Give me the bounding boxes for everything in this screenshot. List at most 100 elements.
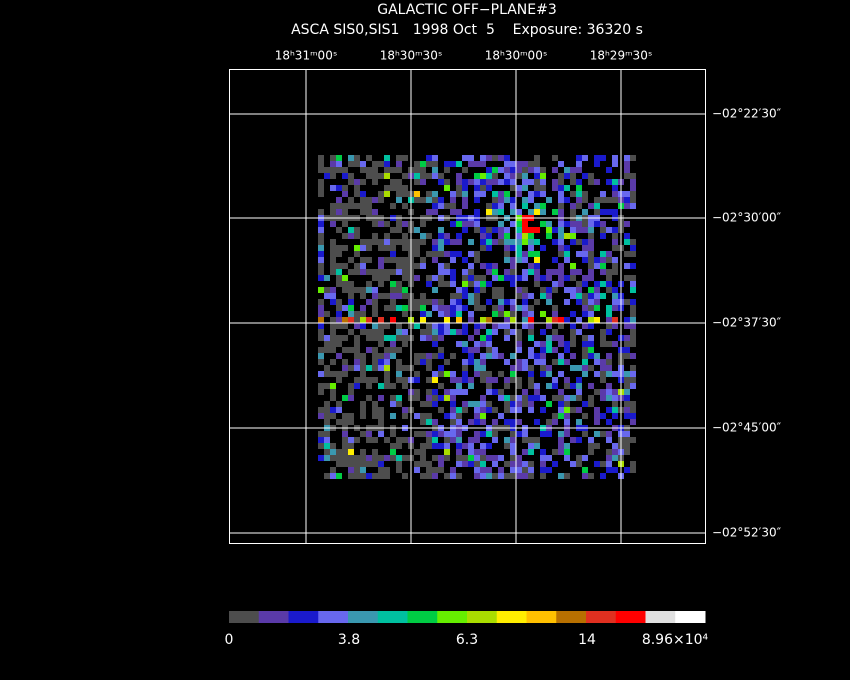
image-pixel bbox=[588, 401, 594, 407]
image-pixel bbox=[468, 359, 474, 365]
image-pixel bbox=[588, 221, 594, 227]
image-pixel bbox=[534, 191, 540, 197]
image-pixel bbox=[432, 335, 438, 341]
image-pixel bbox=[444, 473, 450, 479]
image-pixel bbox=[492, 431, 498, 437]
image-pixel bbox=[420, 257, 426, 263]
image-pixel bbox=[480, 233, 486, 239]
image-pixel bbox=[624, 221, 630, 227]
image-pixel bbox=[384, 353, 390, 359]
image-pixel bbox=[606, 353, 612, 359]
image-pixel bbox=[432, 467, 438, 473]
image-pixel bbox=[504, 269, 510, 275]
image-pixel bbox=[600, 293, 606, 299]
image-pixel bbox=[510, 419, 516, 425]
image-pixel bbox=[510, 473, 516, 479]
image-pixel bbox=[480, 323, 486, 329]
image-pixel bbox=[456, 239, 462, 245]
image-pixel bbox=[540, 365, 546, 371]
image-pixel bbox=[552, 209, 558, 215]
image-pixel bbox=[522, 359, 528, 365]
image-pixel bbox=[432, 371, 438, 377]
image-pixel bbox=[330, 251, 336, 257]
image-pixel bbox=[540, 203, 546, 209]
image-pixel bbox=[348, 467, 354, 473]
image-pixel bbox=[372, 347, 378, 353]
image-pixel bbox=[498, 233, 504, 239]
image-pixel bbox=[492, 203, 498, 209]
image-pixel bbox=[564, 377, 570, 383]
image-pixel bbox=[438, 311, 444, 317]
image-pixel bbox=[402, 335, 408, 341]
image-pixel bbox=[342, 203, 348, 209]
image-pixel bbox=[630, 407, 636, 413]
image-pixel bbox=[606, 311, 612, 317]
image-pixel bbox=[444, 269, 450, 275]
image-pixel bbox=[528, 233, 534, 239]
image-pixel bbox=[348, 413, 354, 419]
image-pixel bbox=[504, 407, 510, 413]
image-pixel bbox=[450, 299, 456, 305]
image-pixel bbox=[354, 287, 360, 293]
image-pixel bbox=[522, 167, 528, 173]
image-pixel bbox=[318, 443, 324, 449]
image-pixel bbox=[522, 233, 528, 239]
image-pixel bbox=[594, 281, 600, 287]
image-pixel bbox=[630, 419, 636, 425]
image-pixel bbox=[378, 473, 384, 479]
image-pixel bbox=[528, 311, 534, 317]
image-pixel bbox=[432, 443, 438, 449]
image-pixel bbox=[360, 455, 366, 461]
image-pixel bbox=[432, 389, 438, 395]
image-pixel bbox=[372, 269, 378, 275]
image-pixel bbox=[576, 407, 582, 413]
image-pixel bbox=[582, 209, 588, 215]
image-pixel bbox=[414, 245, 420, 251]
image-pixel bbox=[414, 299, 420, 305]
image-pixel bbox=[414, 305, 420, 311]
image-pixel bbox=[540, 467, 546, 473]
image-pixel bbox=[426, 401, 432, 407]
image-pixel bbox=[552, 269, 558, 275]
image-pixel bbox=[486, 467, 492, 473]
image-pixel bbox=[606, 383, 612, 389]
image-pixel bbox=[456, 287, 462, 293]
image-pixel bbox=[378, 413, 384, 419]
image-pixel bbox=[594, 221, 600, 227]
image-pixel bbox=[378, 419, 384, 425]
image-pixel bbox=[588, 269, 594, 275]
image-pixel bbox=[330, 323, 336, 329]
image-pixel bbox=[504, 383, 510, 389]
image-pixel bbox=[624, 377, 630, 383]
image-pixel bbox=[504, 437, 510, 443]
image-pixel bbox=[504, 191, 510, 197]
image-pixel bbox=[480, 359, 486, 365]
image-pixel bbox=[588, 227, 594, 233]
image-pixel bbox=[498, 305, 504, 311]
image-pixel bbox=[630, 365, 636, 371]
image-pixel bbox=[360, 365, 366, 371]
image-pixel bbox=[528, 407, 534, 413]
image-pixel bbox=[438, 203, 444, 209]
image-pixel bbox=[318, 263, 324, 269]
image-pixel bbox=[480, 161, 486, 167]
image-pixel bbox=[480, 287, 486, 293]
image-pixel bbox=[426, 275, 432, 281]
image-pixel bbox=[558, 209, 564, 215]
image-pixel bbox=[504, 233, 510, 239]
image-pixel bbox=[474, 179, 480, 185]
image-pixel bbox=[360, 359, 366, 365]
image-pixel bbox=[366, 281, 372, 287]
image-pixel bbox=[402, 155, 408, 161]
image-pixel bbox=[318, 389, 324, 395]
image-pixel bbox=[504, 167, 510, 173]
image-pixel bbox=[624, 401, 630, 407]
image-pixel bbox=[378, 245, 384, 251]
image-pixel bbox=[546, 299, 552, 305]
image-pixel bbox=[384, 377, 390, 383]
image-pixel bbox=[630, 317, 636, 323]
image-pixel bbox=[324, 173, 330, 179]
image-pixel bbox=[426, 209, 432, 215]
image-pixel bbox=[588, 437, 594, 443]
image-pixel bbox=[588, 203, 594, 209]
